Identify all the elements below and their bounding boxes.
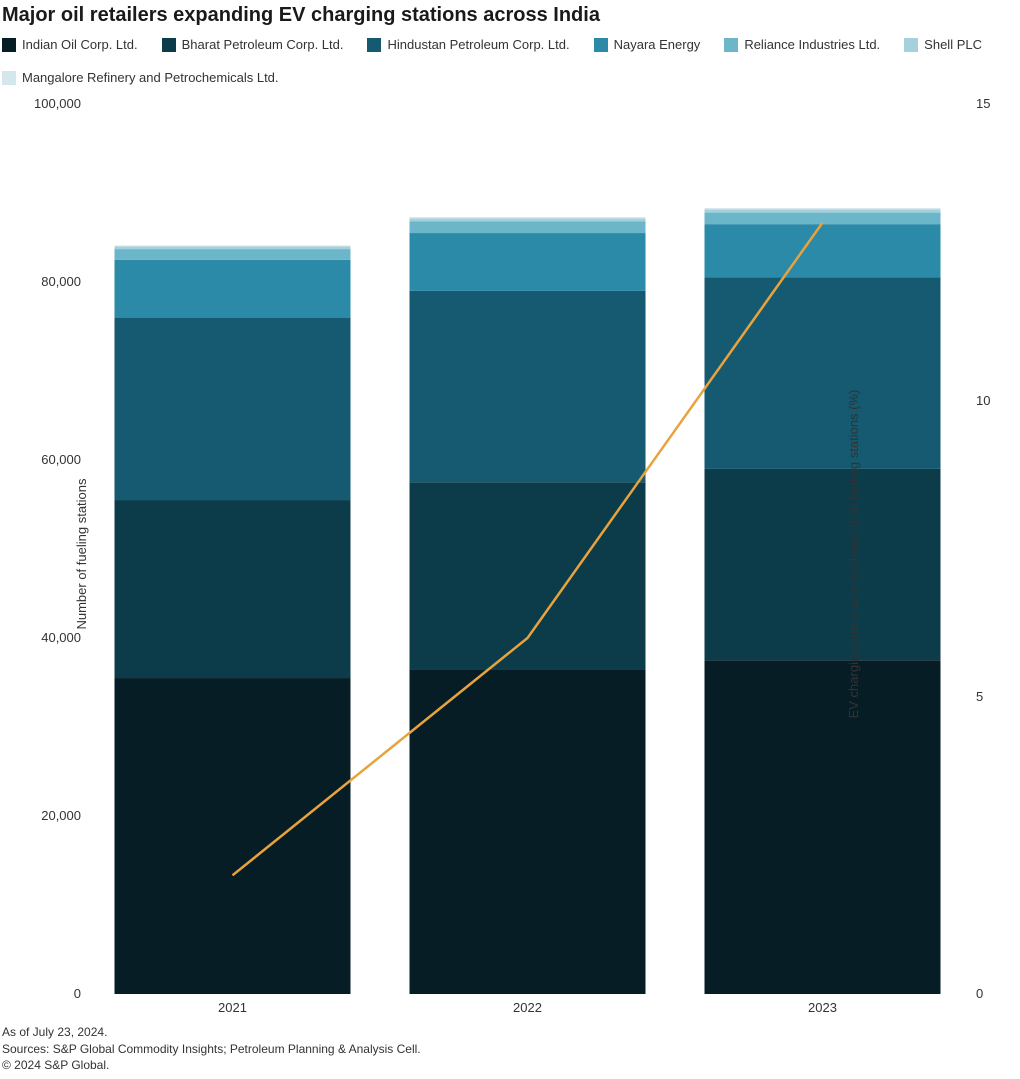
- y-right-axis-label: EV charging stations as a share of all f…: [846, 390, 861, 719]
- footer-asof: As of July 23, 2024.: [2, 1024, 421, 1040]
- bar-segment: [410, 291, 646, 482]
- legend-swatch: [594, 38, 608, 52]
- bar-segment: [705, 660, 941, 994]
- legend-swatch: [162, 38, 176, 52]
- y-left-tick-label: 80,000: [21, 274, 81, 289]
- bar-segment: [410, 217, 646, 218]
- legend-swatch: [2, 38, 16, 52]
- legend-item: Reliance Industries Ltd.: [724, 37, 880, 52]
- y-left-tick-label: 40,000: [21, 630, 81, 645]
- legend-label: Mangalore Refinery and Petrochemicals Lt…: [22, 70, 279, 85]
- legend-item: Nayara Energy: [594, 37, 701, 52]
- legend-label: Bharat Petroleum Corp. Ltd.: [182, 37, 344, 52]
- bar-segment: [115, 500, 351, 678]
- chart-title: Major oil retailers expanding EV chargin…: [0, 0, 1020, 35]
- legend-label: Shell PLC: [924, 37, 982, 52]
- x-tick-label: 2023: [808, 1000, 837, 1015]
- x-tick-label: 2021: [218, 1000, 247, 1015]
- bar-segment: [705, 278, 941, 469]
- legend-item: Shell PLC: [904, 37, 982, 52]
- y-right-tick-label: 15: [976, 96, 1006, 111]
- chart-footer: As of July 23, 2024. Sources: S&P Global…: [2, 1024, 421, 1073]
- bar-segment: [115, 678, 351, 994]
- bar-segment: [115, 246, 351, 249]
- footer-sources: Sources: S&P Global Commodity Insights; …: [2, 1041, 421, 1057]
- legend-swatch: [724, 38, 738, 52]
- bar-segment: [410, 482, 646, 669]
- bar-segment: [410, 233, 646, 291]
- legend-item: Bharat Petroleum Corp. Ltd.: [162, 37, 344, 52]
- y-left-tick-label: 60,000: [21, 452, 81, 467]
- y-left-axis-label: Number of fueling stations: [74, 478, 89, 629]
- y-right-tick-label: 10: [976, 393, 1006, 408]
- legend-swatch: [367, 38, 381, 52]
- footer-copyright: © 2024 S&P Global.: [2, 1057, 421, 1073]
- legend-label: Reliance Industries Ltd.: [744, 37, 880, 52]
- bar-segment: [115, 318, 351, 500]
- chart-area: Number of fueling stations EV charging s…: [0, 89, 1020, 1019]
- legend-label: Hindustan Petroleum Corp. Ltd.: [387, 37, 569, 52]
- legend-item: Mangalore Refinery and Petrochemicals Lt…: [2, 70, 279, 85]
- bar-segment: [705, 209, 941, 212]
- legend-label: Nayara Energy: [614, 37, 701, 52]
- bar-segment: [410, 218, 646, 221]
- legend-item: Hindustan Petroleum Corp. Ltd.: [367, 37, 569, 52]
- legend-item: Indian Oil Corp. Ltd.: [2, 37, 138, 52]
- legend-swatch: [2, 71, 16, 85]
- chart-svg: [0, 89, 1020, 1019]
- legend-label: Indian Oil Corp. Ltd.: [22, 37, 138, 52]
- y-left-tick-label: 100,000: [21, 96, 81, 111]
- bar-segment: [410, 221, 646, 233]
- bar-segment: [410, 669, 646, 994]
- bar-segment: [115, 246, 351, 247]
- bar-segment: [115, 249, 351, 260]
- bar-segment: [705, 213, 941, 225]
- bar-segment: [705, 224, 941, 277]
- bar-segment: [115, 260, 351, 318]
- bar-segment: [705, 208, 941, 209]
- legend: Indian Oil Corp. Ltd. Bharat Petroleum Co…: [0, 35, 1020, 89]
- legend-swatch: [904, 38, 918, 52]
- y-right-tick-label: 0: [976, 986, 1006, 1001]
- y-left-tick-label: 20,000: [21, 808, 81, 823]
- y-left-tick-label: 0: [21, 986, 81, 1001]
- y-right-tick-label: 5: [976, 689, 1006, 704]
- bar-segment: [705, 469, 941, 660]
- x-tick-label: 2022: [513, 1000, 542, 1015]
